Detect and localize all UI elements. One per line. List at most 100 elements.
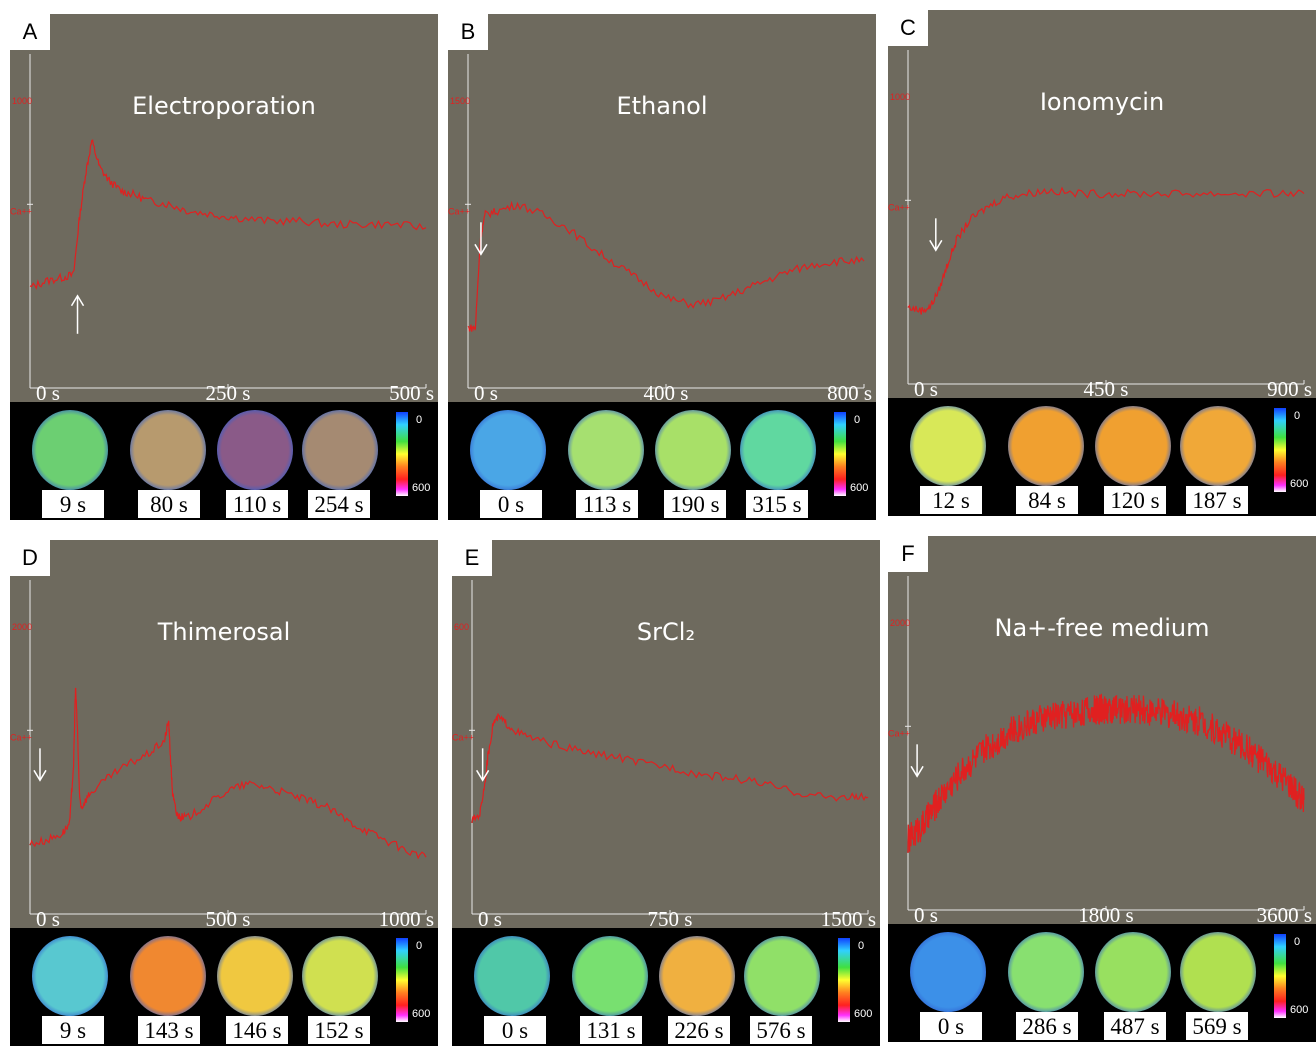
trace-chart: 2000 Ca++ 0 s 500 s 1000 s <box>10 580 434 928</box>
panel-title: Electroporation <box>132 92 316 120</box>
y-ion-label: Ca++ <box>888 202 910 212</box>
x-tick-label: 1000 s <box>379 907 434 928</box>
panel-e: E SrCl₂ 600 Ca++ 0 s 750 s 1500 s 0 s 131 s … <box>452 540 880 1046</box>
panel-letter: D <box>10 540 50 576</box>
panel-f: F Na+-free medium 2000 Ca++ 0 s 1800 s 3600 … <box>888 536 1316 1042</box>
y-scale-label: 2000 <box>890 618 910 628</box>
trace-chart: 600 Ca++ 0 s 750 s 1500 s <box>452 580 876 928</box>
cell-images <box>910 932 1286 1018</box>
y-ion-label: Ca++ <box>10 206 32 216</box>
image-time-label: 113 s <box>576 490 638 518</box>
trace-chart: 1000 Ca++ 0 s 450 s 900 s <box>888 50 1312 398</box>
cell-image <box>1008 932 1084 1012</box>
trace-plot-f: F Na+-free medium 2000 Ca++ 0 s 1800 s 3600 … <box>888 536 1316 924</box>
colorbar-gradient <box>396 938 408 1022</box>
image-time-label: 9 s <box>42 1016 104 1044</box>
image-time-label: 190 s <box>664 490 726 518</box>
cell-image <box>659 936 735 1016</box>
image-strip-c: 12 s 84 s 120 s 187 s 0 600 <box>888 398 1316 516</box>
colorbar <box>1274 408 1286 492</box>
x-tick-label: 250 s <box>206 381 251 402</box>
colorbar-max-label: 600 <box>854 1008 873 1020</box>
colorbar <box>396 938 408 1022</box>
colorbar-min-label: 0 <box>416 940 423 952</box>
colorbar-min-label: 0 <box>416 414 423 426</box>
y-ion-label: Ca++ <box>448 206 470 216</box>
x-tick-label: 0 s <box>478 907 502 928</box>
image-strip-a: 9 s 80 s 110 s 254 s 0 600 <box>10 402 438 520</box>
image-time-label: 569 s <box>1186 1012 1248 1040</box>
cell-image <box>130 410 206 490</box>
arrow-down-icon <box>33 748 47 782</box>
colorbar <box>834 412 846 496</box>
y-scale-label: 1000 <box>890 92 910 102</box>
y-scale-label: 1500 <box>450 96 470 106</box>
image-time-label: 576 s <box>750 1016 812 1044</box>
y-ion-label: Ca++ <box>888 728 910 738</box>
image-time-label: 84 s <box>1016 486 1078 514</box>
x-tick-label: 750 s <box>648 907 693 928</box>
x-tick-label: 0 s <box>36 907 60 928</box>
trace-plot-a: A Electroporation 1000 Ca++ 0 s 250 s 500 s <box>10 14 438 402</box>
calcium-trace <box>29 687 427 860</box>
image-strip-b: 0 s 113 s 190 s 315 s 0 600 <box>448 402 876 520</box>
trace-plot-c: C Ionomycin 1000 Ca++ 0 s 450 s 900 s <box>888 10 1316 398</box>
image-time-label: 152 s <box>308 1016 370 1044</box>
panel-letter: A <box>10 14 50 50</box>
colorbar-gradient <box>396 412 408 496</box>
image-time-label: 254 s <box>308 490 370 518</box>
calcium-trace <box>467 200 865 332</box>
trace-chart: 2000 Ca++ 0 s 1800 s 3600 s <box>888 576 1312 924</box>
colorbar-min-label: 0 <box>854 414 861 426</box>
panel-c: C Ionomycin 1000 Ca++ 0 s 450 s 900 s 12 s 8… <box>888 10 1316 516</box>
arrow-down-icon <box>474 222 488 256</box>
arrow-up-icon <box>70 294 85 334</box>
cell-image <box>1008 406 1084 486</box>
image-strip-e: 0 s 131 s 226 s 576 s 0 600 <box>452 928 880 1046</box>
colorbar-max-label: 600 <box>1290 1004 1309 1016</box>
x-tick-label: 400 s <box>644 381 689 402</box>
panel-title: Ethanol <box>616 92 708 120</box>
image-time-label: 110 s <box>226 490 288 518</box>
panel-letter: F <box>888 536 928 572</box>
trace-plot-b: B Ethanol 1500 Ca++ 0 s 400 s 800 s <box>448 14 876 402</box>
cell-image <box>217 936 293 1016</box>
image-time-label: 12 s <box>920 486 982 514</box>
x-tick-label: 500 s <box>206 907 251 928</box>
cell-images <box>470 410 846 496</box>
y-ion-label: Ca++ <box>452 732 474 742</box>
image-time-label: 0 s <box>484 1016 546 1044</box>
cell-images <box>32 936 408 1022</box>
colorbar-min-label: 0 <box>858 940 865 952</box>
image-time-label: 0 s <box>920 1012 982 1040</box>
cell-image <box>217 410 293 490</box>
calcium-trace <box>907 693 1305 853</box>
image-strip-d: 9 s 143 s 146 s 152 s 0 600 <box>10 928 438 1046</box>
y-ion-label: Ca++ <box>10 732 32 742</box>
image-time-label: 315 s <box>746 490 808 518</box>
calcium-trace <box>29 139 427 290</box>
image-strip-f: 0 s 286 s 487 s 569 s 0 600 <box>888 924 1316 1042</box>
colorbar-gradient <box>834 412 846 496</box>
image-time-label: 120 s <box>1104 486 1166 514</box>
colorbar-max-label: 600 <box>412 482 431 494</box>
y-scale-label: 1000 <box>12 96 32 106</box>
colorbar-max-label: 600 <box>412 1008 431 1020</box>
x-tick-label: 3600 s <box>1257 903 1312 924</box>
panel-letter: C <box>888 10 928 46</box>
x-tick-label: 0 s <box>36 381 60 402</box>
cell-image <box>744 936 820 1016</box>
colorbar <box>838 938 850 1022</box>
y-scale-label: 600 <box>454 622 469 632</box>
image-time-label: 487 s <box>1104 1012 1166 1040</box>
cell-image <box>1095 406 1171 486</box>
x-tick-label: 1800 s <box>1078 903 1133 924</box>
trace-plot-d: D Thimerosal 2000 Ca++ 0 s 500 s 1000 s <box>10 540 438 928</box>
cell-image <box>572 936 648 1016</box>
cell-image <box>1180 406 1256 486</box>
panel-b: B Ethanol 1500 Ca++ 0 s 400 s 800 s 0 s 113 … <box>448 14 876 520</box>
image-time-label: 226 s <box>668 1016 730 1044</box>
image-time-label: 9 s <box>42 490 104 518</box>
x-tick-label: 0 s <box>914 903 938 924</box>
cell-image <box>32 936 108 1016</box>
